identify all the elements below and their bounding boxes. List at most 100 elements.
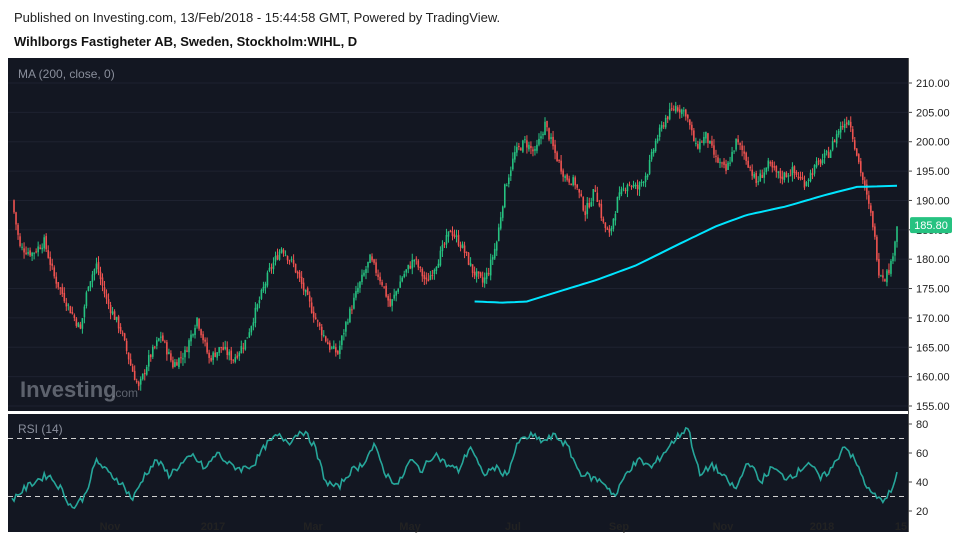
candle-body (170, 353, 172, 361)
candle-body (847, 120, 850, 126)
candle-body (896, 226, 898, 242)
candle-body (512, 158, 514, 170)
candle-body (731, 151, 733, 162)
candle-body (582, 197, 585, 211)
price-panel (8, 58, 908, 411)
candle-body (491, 257, 494, 260)
candle-body (805, 182, 808, 186)
candle-body (481, 277, 484, 283)
candle-body (158, 338, 160, 341)
candle-body (19, 236, 21, 246)
candle-body (666, 116, 669, 120)
candle-body (859, 161, 862, 173)
candle-body (121, 332, 124, 334)
candle-body (815, 161, 818, 167)
candle-body (660, 125, 663, 129)
candle-body (226, 347, 229, 356)
time-tick-label: 2018 (810, 521, 834, 533)
candle-body (85, 292, 88, 307)
candle-body (355, 291, 357, 298)
candle-body (35, 251, 37, 253)
candle-body (705, 131, 707, 139)
candle-body (825, 151, 828, 153)
candle-body (435, 267, 438, 271)
rsi-tick-label: 20 (916, 506, 928, 518)
rsi-tick-label: 40 (916, 477, 928, 489)
candle-body (791, 167, 794, 176)
candle-body (341, 335, 343, 346)
candle-body (180, 357, 182, 359)
candle-body (407, 264, 410, 270)
candle-body (857, 154, 860, 163)
candle-body (598, 203, 601, 206)
candle-body (244, 339, 247, 350)
candle-body (109, 304, 112, 313)
candle-body (862, 172, 864, 181)
candle-body (41, 247, 43, 250)
candle-body (292, 260, 295, 264)
candle-body (747, 160, 749, 168)
candle-body (15, 212, 17, 225)
candle-body (343, 333, 345, 335)
candle-body (93, 269, 96, 275)
candle-body (13, 200, 15, 213)
candle-body (528, 144, 530, 150)
candle-body (246, 337, 249, 339)
candle-body (125, 340, 128, 351)
candle-body (294, 263, 297, 273)
candle-body (699, 141, 701, 150)
candle-body (403, 274, 406, 278)
candle-body (135, 380, 138, 383)
time-tick-label: Nov (100, 521, 122, 533)
candle-body (129, 359, 132, 366)
candle-body (542, 133, 544, 136)
candle-body (503, 184, 506, 208)
candle-body (278, 251, 281, 260)
candle-body (97, 261, 100, 273)
rsi-tick-label: 60 (916, 448, 928, 460)
candle-body (701, 141, 703, 143)
candle-body (654, 140, 657, 152)
candle-body (461, 243, 464, 248)
candle-body (347, 322, 349, 324)
candle-body (393, 294, 395, 299)
candle-body (274, 256, 277, 262)
candle-body (455, 235, 458, 237)
candle-body (765, 167, 768, 173)
candle-body (423, 275, 426, 279)
candle-body (674, 106, 677, 112)
candle-body (131, 366, 134, 372)
candle-body (383, 286, 385, 288)
candle-body (853, 140, 856, 150)
candle-body (95, 263, 98, 270)
candle-body (471, 264, 474, 273)
candle-body (729, 162, 731, 164)
candle-body (592, 188, 595, 201)
candle-body (117, 316, 120, 329)
candle-body (339, 345, 341, 355)
candle-body (849, 121, 852, 128)
candle-body (208, 352, 210, 358)
candle-body (75, 318, 78, 326)
candle-body (697, 143, 699, 149)
candle-body (405, 269, 408, 273)
candle-body (198, 318, 200, 329)
candle-body (308, 295, 311, 302)
candle-body (604, 222, 607, 228)
candle-body (638, 182, 641, 190)
candle-body (51, 263, 54, 266)
candle-body (616, 197, 619, 213)
candle-body (101, 277, 104, 286)
candle-body (331, 347, 333, 349)
candle-body (691, 124, 693, 131)
candle-body (552, 136, 554, 147)
rsi-indicator-label: RSI (14) (18, 422, 63, 436)
candle-body (546, 120, 548, 128)
time-tick-label: Mar (303, 521, 323, 533)
time-tick-label: 15 (895, 521, 907, 533)
candle-body (833, 140, 836, 143)
candle-body (719, 162, 721, 164)
last-price-badge-bg (910, 217, 952, 234)
candle-body (361, 274, 363, 283)
candle-body (743, 151, 745, 154)
